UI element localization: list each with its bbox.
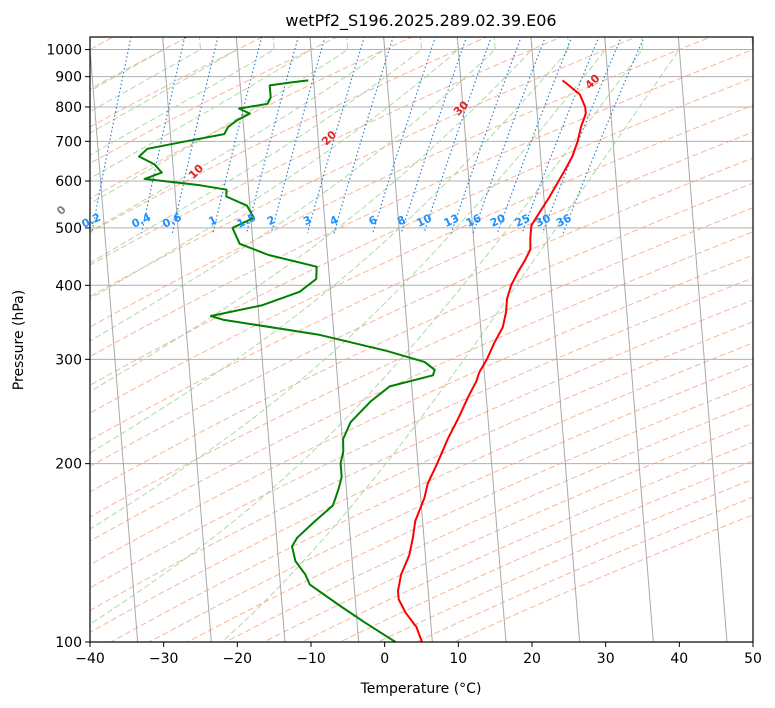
x-tick-label: 0 [380, 651, 389, 667]
chart-title: wetPf2_S196.2025.289.02.39.E06 [285, 11, 556, 31]
y-tick-label: 900 [55, 70, 82, 86]
x-tick-label: 30 [597, 651, 615, 667]
dry-adiabat-line [90, 37, 638, 298]
y-tick-label: 400 [55, 278, 82, 294]
y-axis: 1000 900 800 700 600 500 400 300 200 100 [46, 43, 90, 651]
y-tick-label: 300 [55, 352, 82, 368]
x-tick-label: 20 [523, 651, 541, 667]
y-tick-label: 100 [55, 635, 82, 651]
dry-adiabat-line [148, 363, 753, 642]
mixing-ratio-line [91, 37, 132, 234]
mixing-ratio-line [400, 37, 468, 234]
dry-adiabat-line [90, 77, 753, 386]
x-tick-label: 40 [670, 651, 688, 667]
mixing-ratio-line [562, 37, 645, 234]
dry-adiabat-line [90, 37, 189, 90]
moist-adiabat-line [90, 37, 386, 233]
mixing-ratio-label: 30 [533, 211, 553, 229]
dry-adiabat-line [0, 25, 60, 642]
moist-adiabat-line [90, 37, 349, 205]
x-tick-label: −20 [223, 651, 253, 667]
dry-adiabat-line [90, 37, 264, 128]
y-axis-label: Pressure (hPa) [11, 290, 27, 390]
dry-adiabat-line [90, 299, 753, 611]
mixing-ratio-line [423, 37, 492, 234]
dry-adiabat-label: 0 [54, 203, 69, 218]
y-tick-label: 700 [55, 134, 82, 150]
mixing-ratio-label: 20 [488, 211, 508, 229]
mixing-ratio-line [246, 37, 299, 234]
dry-adiabat-line [90, 37, 713, 328]
mixing-ratio-label: 16 [464, 211, 484, 229]
dry-adiabat-line [90, 182, 753, 493]
isotherm-line [530, 37, 581, 642]
isotherm-line [90, 43, 139, 642]
mixing-ratio-line [472, 37, 546, 234]
moist-adiabat-line [90, 37, 459, 300]
dewpoint-line [138, 79, 436, 642]
mixing-ratio-label: 36 [554, 211, 574, 229]
plot-area [90, 37, 753, 642]
isotherm-line [162, 37, 212, 642]
x-tick-label: 50 [744, 651, 762, 667]
dry-adiabat-line [90, 49, 753, 358]
x-tick-label: −40 [75, 651, 105, 667]
y-tick-label: 200 [55, 457, 82, 473]
moist-adiabat-line [90, 37, 312, 180]
moist-adiabat-line [90, 37, 423, 264]
mixing-ratio-line [372, 37, 436, 234]
x-tick-label: −10 [296, 651, 326, 667]
moist-adiabat-line [221, 37, 680, 642]
x-axis: −40 −30 −20 −10 0 10 20 30 40 50 [75, 642, 762, 667]
dry-adiabat-line [90, 37, 488, 233]
mixing-ratio-label: 13 [442, 212, 461, 230]
mixing-ratio-line [541, 37, 622, 234]
isotherm-line [456, 37, 507, 642]
x-axis-label: Temperature (°C) [360, 681, 482, 697]
plot-frame [89, 36, 754, 643]
dry-adiabat-line [90, 37, 563, 266]
dry-adiabat-line [90, 131, 753, 441]
moist-adiabat-line [90, 37, 275, 156]
isotherm-line [677, 37, 728, 642]
x-tick-label: 10 [449, 651, 467, 667]
background-lines [0, 25, 753, 642]
profile-lines [138, 79, 587, 642]
moist-adiabat-line [90, 37, 533, 393]
dry-adiabat-line [90, 157, 753, 468]
dry-adiabat-line [110, 342, 753, 642]
isotherm-line [383, 37, 433, 642]
isotherm-line [751, 37, 753, 56]
moist-adiabat-line [90, 37, 496, 342]
dry-adiabat-line [90, 104, 753, 414]
mixing-ratio-label: 25 [513, 212, 532, 230]
temperature-line [397, 79, 587, 642]
dry-adiabat-line [90, 37, 414, 199]
y-tick-label: 500 [55, 221, 82, 237]
isotherm-line [309, 37, 360, 642]
mixing-ratio-line [212, 37, 263, 234]
isotherm-line [235, 37, 286, 642]
isotherm-line [604, 37, 654, 642]
line-labels: 0.20.40.611.52346810131620253036−100−90−… [54, 71, 603, 230]
x-tick-label: −30 [149, 651, 179, 667]
y-tick-label: 600 [55, 174, 82, 190]
mixing-ratio-label: 10 [414, 211, 434, 229]
y-tick-label: 1000 [46, 43, 82, 59]
moist-adiabat-line [90, 37, 607, 530]
mixing-ratio-line [450, 37, 522, 234]
moist-adiabat-line [90, 37, 644, 625]
y-tick-label: 800 [55, 100, 82, 116]
